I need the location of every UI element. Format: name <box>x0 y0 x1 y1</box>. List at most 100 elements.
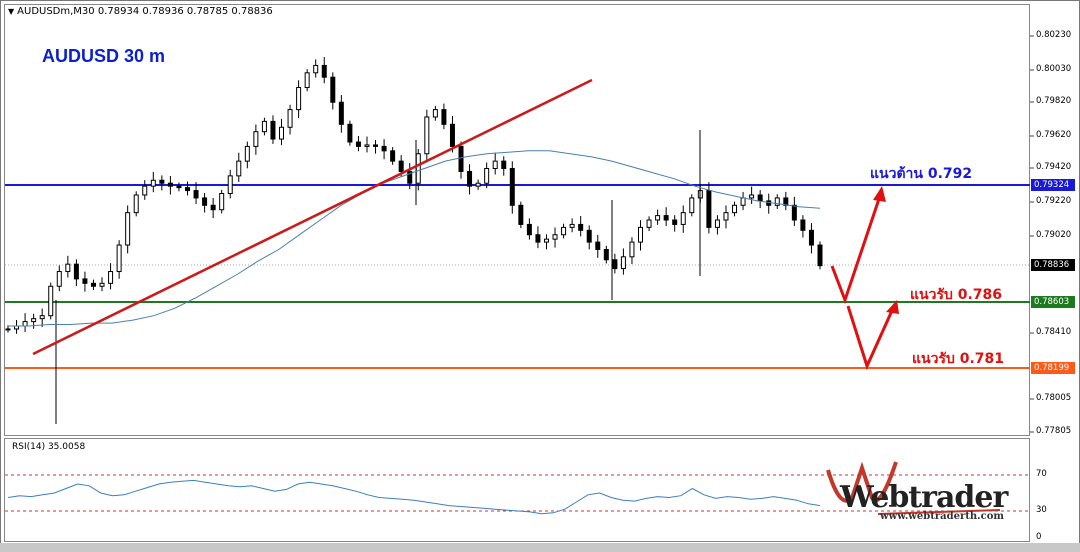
candle-body <box>347 123 353 143</box>
candle-body <box>620 256 626 270</box>
candle-body <box>176 185 182 189</box>
rsi-line <box>7 479 821 515</box>
price-tag: 0.78603 <box>1031 296 1075 308</box>
arrow-to-support2 <box>846 303 897 371</box>
y-tick-label: 0.78005 <box>1036 393 1072 403</box>
candle-body <box>552 234 558 240</box>
candle-body <box>125 212 131 246</box>
candle-body <box>287 109 293 128</box>
arrow-head <box>886 300 899 314</box>
candle-body <box>227 175 233 195</box>
price-tag: 0.78199 <box>1031 362 1075 374</box>
candle-body <box>415 153 421 184</box>
candle-body <box>526 223 532 236</box>
candle-body <box>82 278 88 284</box>
candle-body <box>449 123 455 147</box>
arrow-head <box>873 186 886 202</box>
candle-body <box>467 170 473 187</box>
price-tag: 0.79324 <box>1031 179 1075 191</box>
candle-body <box>723 212 729 221</box>
rsi-tick-label: 30 <box>1036 505 1047 515</box>
rsi-tick-label: 70 <box>1036 469 1047 479</box>
candle-body <box>484 167 490 184</box>
bottom-scrollbar[interactable] <box>0 543 1080 552</box>
candle-body <box>90 282 96 287</box>
y-tick-label: 0.79220 <box>1036 196 1072 206</box>
support1-annotation: แนวรับ 0.786 <box>910 287 1003 303</box>
candle-body <box>313 64 319 74</box>
candle-body <box>492 160 498 169</box>
y-tick-label: 0.80230 <box>1036 30 1072 40</box>
candle-body <box>116 244 122 273</box>
candle-body <box>193 190 199 199</box>
candle-body <box>150 179 156 187</box>
candle-body <box>714 219 720 228</box>
candle-body <box>31 318 37 323</box>
candle-body <box>355 141 361 147</box>
candle-body <box>210 204 216 211</box>
candle-body <box>740 197 746 206</box>
candle-body <box>706 190 712 228</box>
candle-body <box>159 179 165 184</box>
candle-body <box>39 315 45 320</box>
candle-body <box>65 263 71 273</box>
candle-body <box>236 160 242 177</box>
y-tick-label: 0.79820 <box>1036 96 1072 106</box>
candle-body <box>663 215 669 221</box>
symbol-header: ▼ AUDUSDm,M30 0.78934 0.78936 0.78785 0.7… <box>8 6 273 17</box>
price-tag: 0.78836 <box>1031 259 1075 271</box>
candle-body <box>689 197 695 214</box>
y-tick-label: 0.80030 <box>1036 64 1072 74</box>
candle-body <box>279 126 285 140</box>
rsi-label: RSI(14) 35.0058 <box>12 442 86 452</box>
candle-body <box>501 160 507 169</box>
candle-body <box>142 185 148 196</box>
candle-body <box>569 223 575 228</box>
candle-body <box>561 226 567 236</box>
candle-body <box>398 160 404 172</box>
candle-body <box>296 87 302 111</box>
candle-body <box>202 197 208 206</box>
candle-body <box>56 271 62 287</box>
y-tick-label: 0.78410 <box>1036 327 1072 337</box>
candle-body <box>338 101 344 125</box>
candle-body <box>458 145 464 172</box>
candle-body <box>518 204 524 225</box>
candle-body <box>364 144 370 147</box>
rsi-panel[interactable] <box>4 438 1030 542</box>
candle-body <box>48 285 54 317</box>
candle-body <box>578 223 584 231</box>
candle-body <box>757 194 763 202</box>
candle-body <box>629 241 635 258</box>
candle-body <box>808 229 814 246</box>
resistance-annotation: แนวต้าน 0.792 <box>870 166 973 182</box>
candle-body <box>638 226 644 243</box>
arrow-to-resistance <box>830 189 884 305</box>
candle-body <box>774 197 780 206</box>
candle-body <box>595 241 601 250</box>
candle-body <box>244 145 250 162</box>
candle-body <box>407 170 413 184</box>
candle-body <box>22 321 28 327</box>
price-panel[interactable] <box>4 4 1030 436</box>
support2-annotation: แนวรับ 0.781 <box>912 351 1005 367</box>
webtrader-logo: Webtrader <box>840 480 1008 515</box>
candle-body <box>817 244 823 267</box>
candle-body <box>270 120 276 140</box>
candle-body <box>672 219 678 225</box>
candle-body <box>543 238 549 243</box>
candle-body <box>73 263 79 280</box>
candle-body <box>184 187 190 192</box>
dropdown-triangle-icon[interactable]: ▼ <box>8 7 15 16</box>
candle-body <box>432 109 438 118</box>
candle-body <box>330 76 336 103</box>
candle-body <box>586 229 592 243</box>
candle-body <box>261 120 267 133</box>
candle-body <box>424 116 430 155</box>
candle-body <box>99 282 105 287</box>
candle-body <box>133 194 139 214</box>
y-tick-label: 0.77805 <box>1036 426 1072 436</box>
candle-body <box>373 144 379 147</box>
webtrader-url: www.webtraderth.com <box>880 511 1004 522</box>
